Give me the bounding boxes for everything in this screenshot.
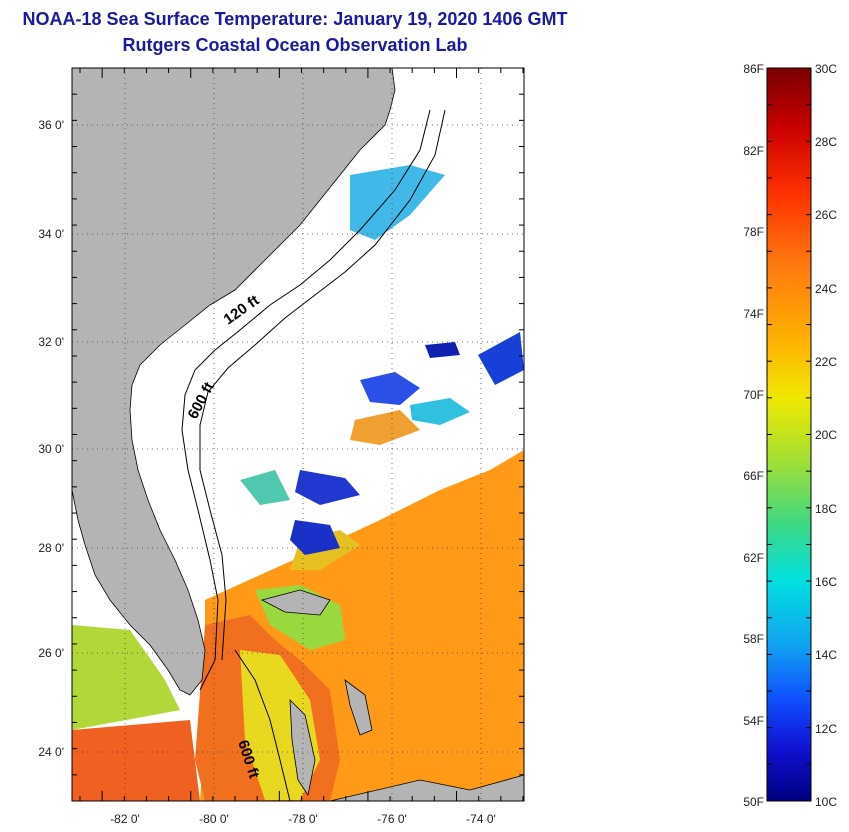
isobath-120ft [181, 109, 431, 691]
colorbar-c-label: 28C [815, 135, 837, 149]
lon-tick-label: -82 0' [110, 812, 140, 826]
lat-axis-labels: 36 0' 34 0' 32 0' 30 0' 28 0' 26 0' 24 0… [38, 118, 64, 759]
sst-cold-patch-5 [350, 165, 445, 240]
graticule [72, 68, 524, 801]
colorbar-f-label: 66F [743, 469, 764, 483]
land-cuba [329, 774, 524, 801]
colorbar-f-label: 86F [743, 62, 764, 76]
colorbar-f-label: 82F [743, 144, 764, 158]
land-eleuthera [344, 679, 373, 736]
colorbar-f-label: 74F [743, 307, 764, 321]
sst-cold-patch-6 [295, 470, 360, 505]
lon-tick-label: -74 0' [466, 812, 496, 826]
colorbar-c-label: 24C [815, 282, 837, 296]
axis-ticks [72, 67, 524, 802]
sst-west-florida-shelf [72, 625, 180, 730]
colorbar-c-label: 22C [815, 355, 837, 369]
lat-tick-label: 26 0' [38, 646, 64, 660]
colorbar-f-label: 70F [743, 388, 764, 402]
lat-tick-label: 32 0' [38, 335, 64, 349]
lat-tick-label: 36 0' [38, 118, 64, 132]
lat-tick-label: 24 0' [38, 745, 64, 759]
lon-axis-labels: -82 0' -80 0' -78 0' -76 0' -74 0' [110, 812, 496, 826]
colorbar-c-label: 26C [815, 208, 837, 222]
colorbar-f-label: 58F [743, 632, 764, 646]
colorbar-c-label: 30C [815, 62, 837, 76]
map-subtitle: Rutgers Coastal Ocean Observation Lab [122, 35, 468, 55]
isobath-600ft-bahamas [234, 649, 291, 801]
lon-tick-label: -80 0' [199, 812, 229, 826]
lon-tick-label: -76 0' [377, 812, 407, 826]
colorbar-c-label: 14C [815, 648, 837, 662]
colorbar-f-label: 62F [743, 551, 764, 565]
sst-teal-patch [240, 470, 290, 505]
sst-cold-patch-7 [290, 520, 340, 555]
colorbar-c-label: 12C [815, 722, 837, 736]
colorbar-c-label: 18C [815, 502, 837, 516]
land-mass-us [72, 68, 396, 696]
lat-tick-label: 30 0' [38, 442, 64, 456]
colorbar-fahrenheit-labels: 86F 82F 78F 74F 70F 66F 62F 58F 54F 50F [743, 62, 764, 809]
colorbar-f-label: 50F [743, 795, 764, 809]
colorbar-c-label: 20C [815, 428, 837, 442]
map-plot-area: 120 ft 600 ft 600 ft [72, 68, 524, 801]
isobath-600ft [199, 109, 446, 661]
lon-tick-label: -78 0' [288, 812, 318, 826]
colorbar-ticks [767, 67, 811, 802]
lat-tick-label: 28 0' [38, 541, 64, 555]
sst-cold-patch-4 [425, 342, 460, 358]
land-andros-island [289, 698, 316, 797]
colorbar-f-label: 78F [743, 225, 764, 239]
colorbar [766, 67, 812, 802]
colorbar-f-label: 54F [743, 714, 764, 728]
sst-lower-gulf [72, 720, 200, 801]
map-title: NOAA-18 Sea Surface Temperature: January… [22, 9, 568, 29]
sst-cold-patch-2 [410, 398, 470, 425]
sst-cold-patch-3 [478, 332, 524, 385]
sst-cold-patch-1 [360, 372, 420, 405]
colorbar-celsius-labels: 30C 28C 26C 24C 22C 20C 18C 16C 14C 12C … [815, 62, 837, 809]
sst-warm-patch-1 [350, 410, 420, 445]
colorbar-c-label: 16C [815, 575, 837, 589]
colorbar-c-label: 10C [815, 795, 837, 809]
lat-tick-label: 34 0' [38, 227, 64, 241]
land-grand-bahama [260, 589, 331, 616]
